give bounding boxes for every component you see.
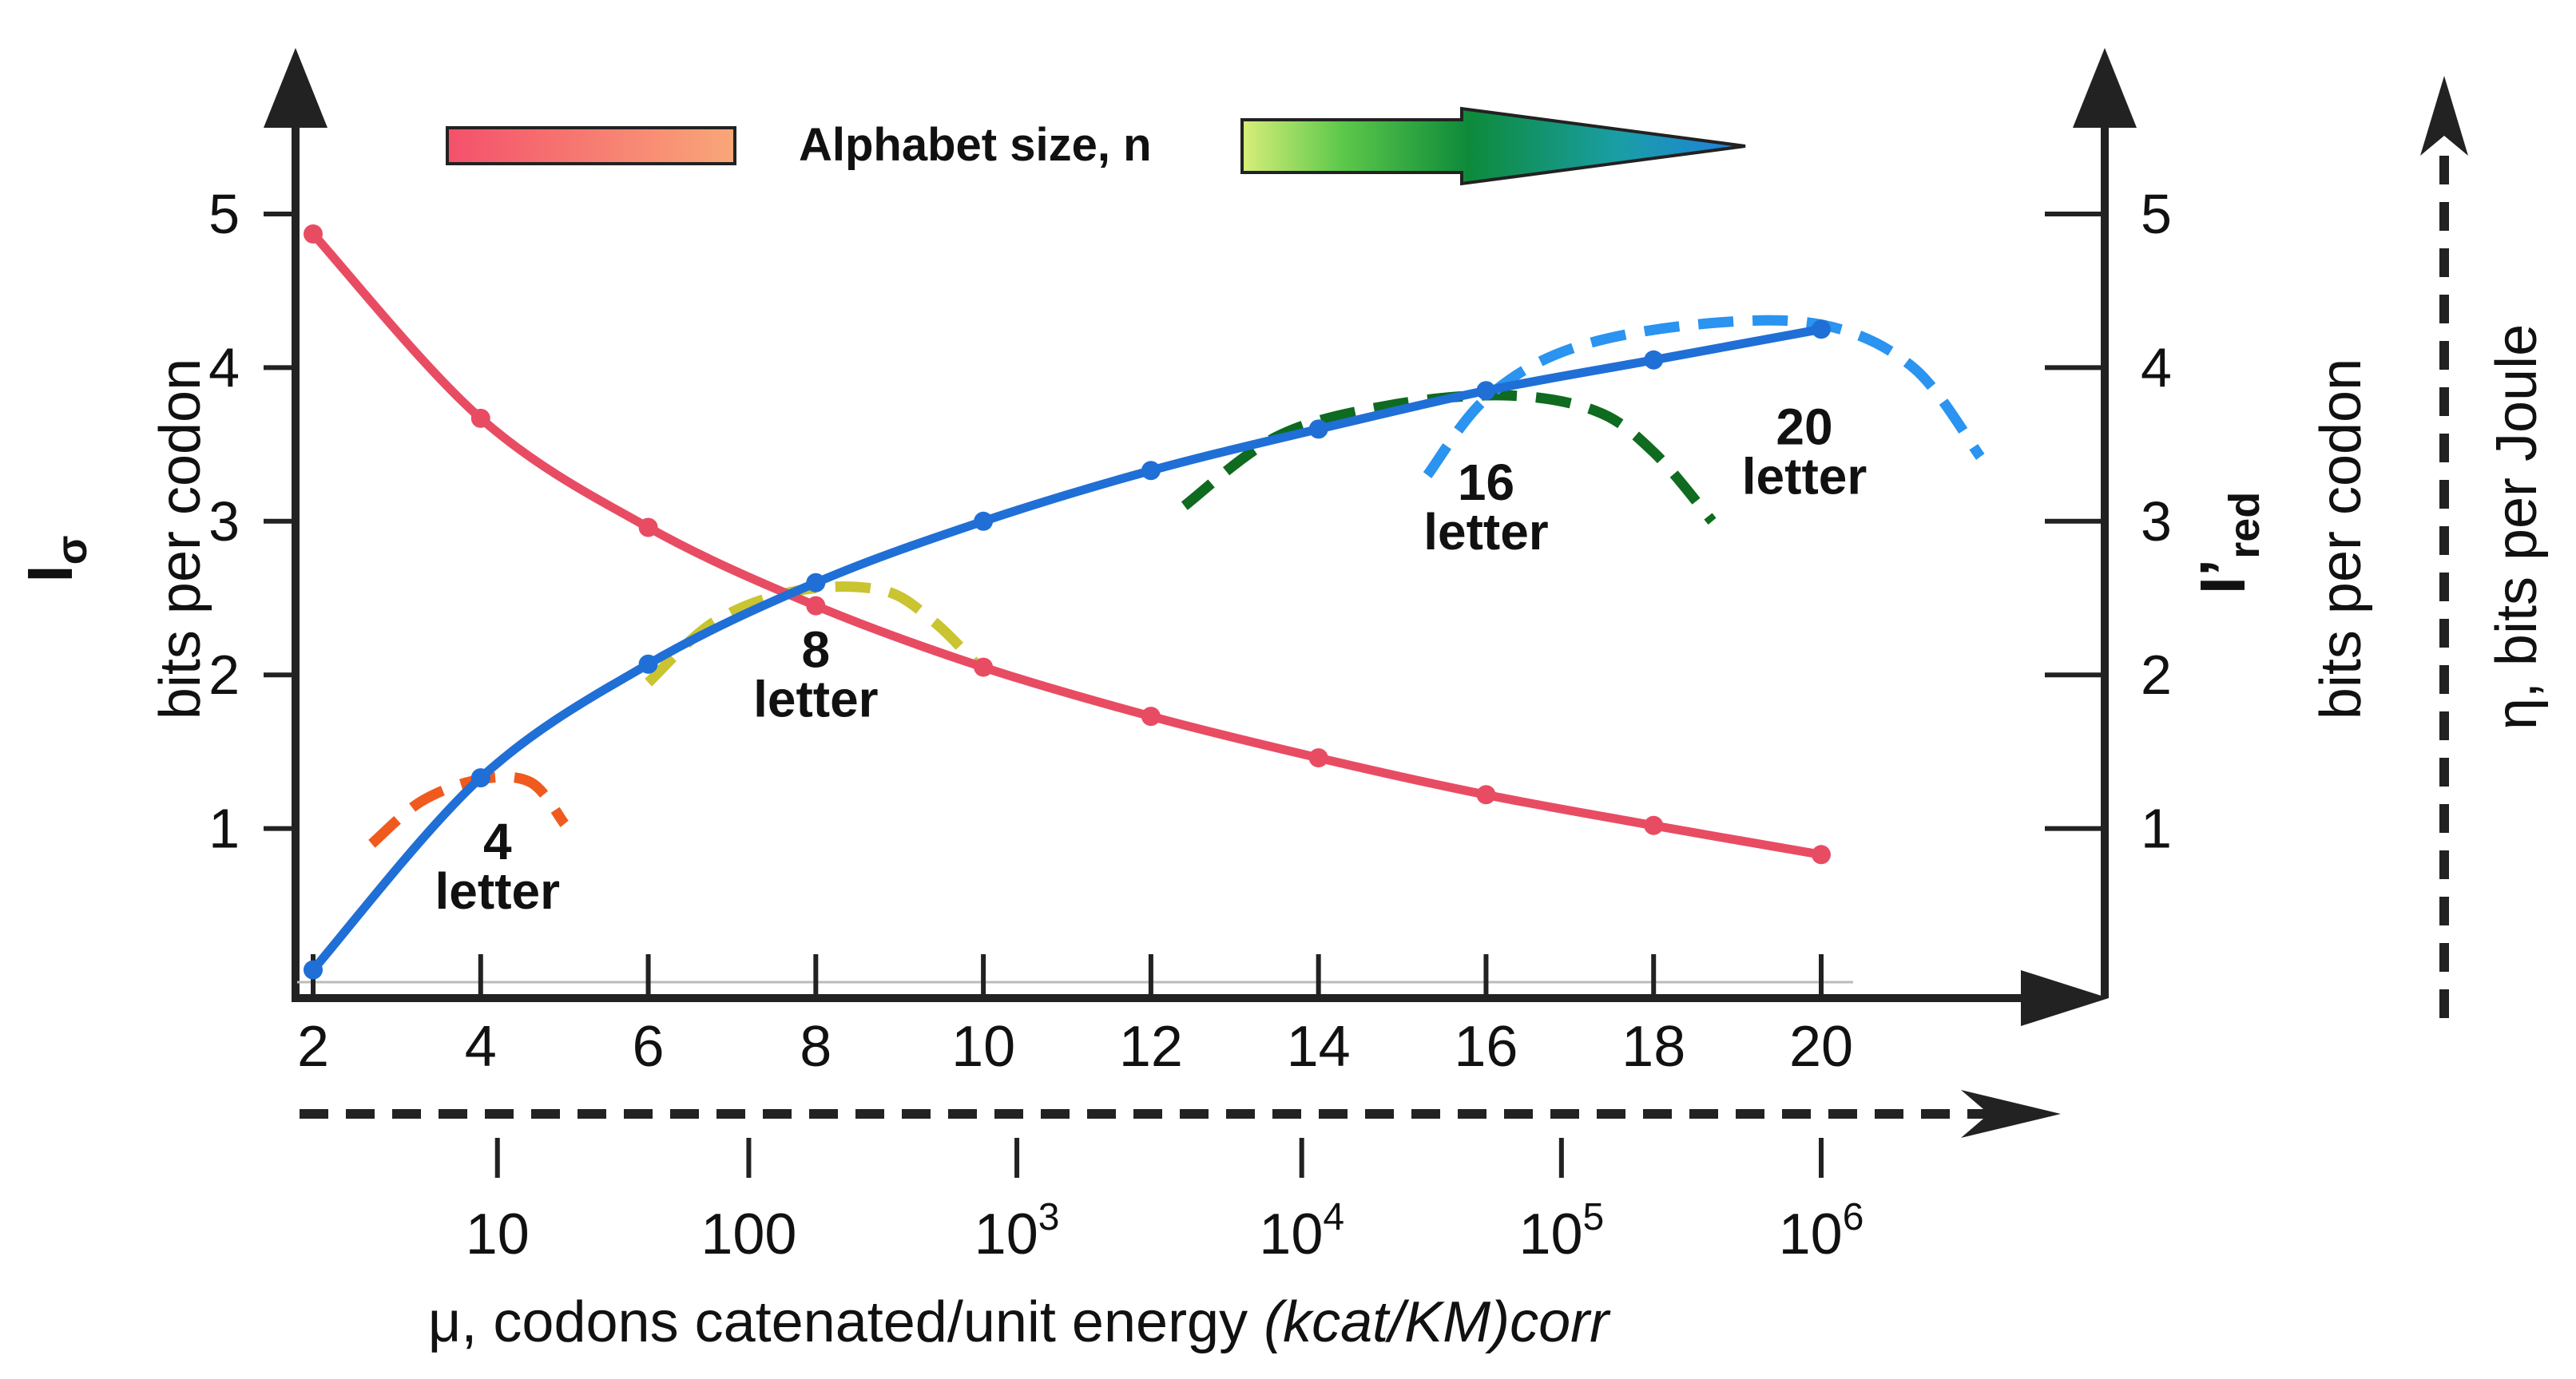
series-point-I_sigma (1476, 785, 1496, 805)
bottom-tick-label: 105 (1518, 1196, 1604, 1266)
y-ticks-right: 1 2 3 4 5 (2045, 183, 2172, 860)
right-axis-symbol: I’ (2187, 559, 2258, 594)
left-axis-label: bits per codon (149, 359, 212, 719)
bottom-tick-label: 100 (701, 1203, 796, 1266)
x-tick-label: 16 (1454, 1015, 1518, 1079)
bottom-axis-label-main: μ, codons catenated/unit energy (428, 1290, 1264, 1354)
bottom-tick-label: 10 (466, 1203, 530, 1266)
y-tick-right-label: 5 (2141, 183, 2172, 245)
bottom-tick-exponent: 5 (1583, 1196, 1605, 1238)
series-point-I_sigma (1308, 748, 1328, 768)
series-line-I_sigma (308, 229, 1826, 859)
left-axis-arrow-icon (264, 48, 327, 128)
far-right-axis-label: η, bits per Joule (2485, 324, 2549, 730)
x-tick-label: 12 (1119, 1015, 1183, 1079)
series-point-I_sigma (304, 224, 323, 244)
series-point-I_red (806, 573, 826, 592)
y-tick-right-label: 4 (2141, 336, 2172, 398)
series-point-I_red (974, 511, 994, 531)
far-right-dashed-axis-arrow-icon (2420, 76, 2468, 156)
left-axis-symbol: I (14, 565, 85, 582)
bottom-axis-label-italic: (kcat/KM)corr (1264, 1290, 1611, 1354)
efficiency-label-number: 8 (802, 621, 831, 679)
y-tick-left-label: 4 (208, 336, 240, 398)
bottom-tick-label: 104 (1259, 1196, 1344, 1266)
series-point-I_red (1141, 461, 1161, 481)
banner-red-bar (446, 126, 736, 165)
series-point-I_red (638, 654, 658, 674)
right-axis-title: I’red (2187, 492, 2268, 595)
series-point-I_sigma (638, 517, 658, 537)
series-point-I_red (470, 768, 490, 788)
bottom-tick-exponent: 4 (1323, 1196, 1344, 1238)
y-tick-right-label: 1 (2141, 798, 2172, 860)
series-point-I_red (1308, 419, 1328, 439)
series-point-I_sigma (1644, 815, 1664, 835)
bottom-tick-base: 100 (701, 1203, 796, 1266)
banner-arrow (1240, 106, 1746, 186)
left-axis-title: Iσ (14, 535, 96, 582)
x-tick-label: 6 (633, 1015, 665, 1079)
series-point-I_sigma (470, 408, 490, 428)
x-tick-label: 10 (951, 1015, 1015, 1079)
axes (292, 108, 2109, 1002)
efficiency-label-word: letter (1423, 503, 1549, 561)
series-point-I_sigma (1812, 845, 1831, 865)
x-tick-label: 8 (800, 1015, 832, 1079)
bottom-dashed-axis-arrow-icon (1961, 1090, 2061, 1138)
y-tick-left-label: 5 (208, 183, 240, 245)
series-line-I_red (308, 324, 1826, 975)
bottom-ticks: 10 100 103 104 105 106 (466, 1138, 1864, 1266)
y-tick-right-label: 3 (2141, 490, 2172, 553)
series-point-I_sigma (1141, 707, 1161, 727)
y-tick-right-label: 2 (2141, 644, 2172, 706)
x-tick-label: 2 (297, 1015, 329, 1079)
series-point-I_red (1476, 381, 1496, 401)
right-axis-arrow-icon (2073, 48, 2137, 128)
bottom-tick-exponent: 3 (1038, 1196, 1060, 1238)
series-point-I_red (304, 960, 323, 980)
efficiency-label-word: letter (753, 671, 879, 728)
x-axis-arrow-icon (2021, 970, 2109, 1026)
bottom-tick-base: 10 (974, 1203, 1038, 1266)
series-point-I_red (1812, 319, 1831, 339)
svg-text:I’red: I’red (2187, 492, 2268, 595)
efficiency-curves (368, 315, 1985, 848)
x-tick-label: 20 (1789, 1015, 1853, 1079)
series-layer (304, 224, 1831, 980)
efficiency-label-number: 20 (1776, 398, 1832, 456)
efficiency-label-number: 4 (483, 813, 512, 870)
bottom-tick-base: 10 (1259, 1203, 1323, 1266)
series-point-I_sigma (974, 657, 994, 677)
efficiency-label-word: letter (1742, 448, 1868, 505)
bottom-tick-label: 103 (974, 1196, 1060, 1266)
x-ticks: 2 4 6 8 10 12 14 16 18 20 (297, 954, 1853, 1079)
x-tick-label: 18 (1621, 1015, 1685, 1079)
right-axis-label: bits per codon (2309, 359, 2373, 719)
bottom-tick-exponent: 6 (1843, 1196, 1864, 1238)
x-tick-label: 4 (465, 1015, 497, 1079)
efficiency-label-number: 16 (1458, 454, 1514, 511)
svg-text:Iσ: Iσ (14, 535, 96, 582)
series-point-I_red (1644, 350, 1664, 370)
y-ticks-left: 1 2 3 4 5 (208, 183, 296, 860)
alphabet-size-banner: Alphabet size, n (446, 106, 1746, 186)
y-tick-left-label: 1 (208, 798, 240, 860)
banner-label: Alphabet size, n (799, 119, 1152, 171)
efficiency-label-word: letter (435, 862, 561, 920)
bottom-tick-base: 10 (466, 1203, 530, 1266)
bottom-tick-label: 106 (1779, 1196, 1864, 1266)
y-tick-left-label: 3 (208, 490, 240, 553)
series-point-I_sigma (806, 596, 826, 616)
right-axis-subscript: red (2221, 492, 2268, 559)
efficiency-curve-20-letter (1423, 315, 1985, 479)
y-tick-left-label: 2 (208, 644, 240, 706)
bottom-axis-label: μ, codons catenated/unit energy (kcat/KM… (428, 1290, 1611, 1354)
bottom-tick-base: 10 (1779, 1203, 1843, 1266)
left-axis-subscript: σ (48, 535, 96, 565)
bottom-tick-base: 10 (1518, 1203, 1582, 1266)
x-tick-label: 14 (1287, 1015, 1351, 1079)
